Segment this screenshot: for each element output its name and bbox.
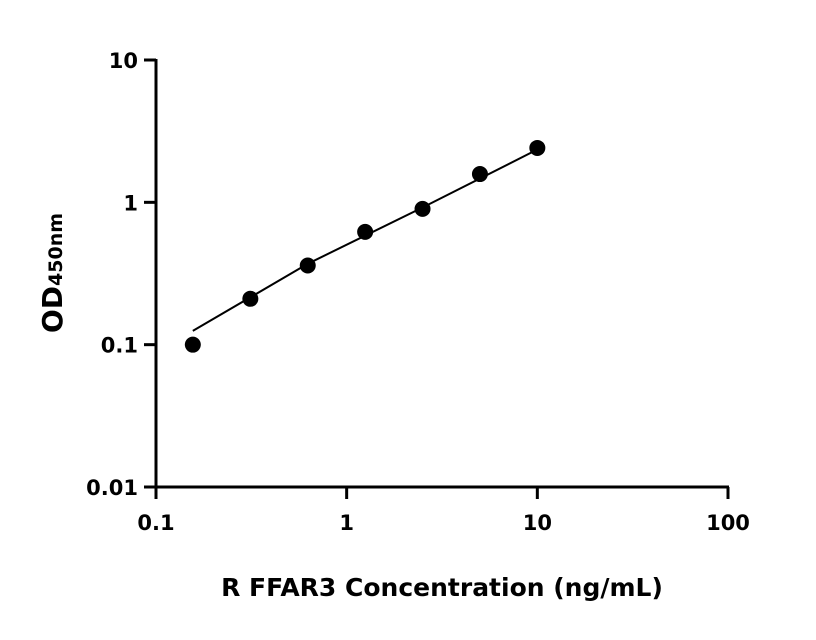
- data-point: [242, 290, 259, 307]
- x-tick-label: 0.1: [137, 511, 174, 535]
- x-tick-label: 100: [706, 511, 750, 535]
- y-tick-label: 1: [123, 191, 138, 215]
- y-tick-label: 0.1: [101, 334, 138, 358]
- y-axis-label-sub: 450nm: [45, 213, 67, 286]
- data-point: [529, 139, 546, 156]
- y-tick-label: 0.01: [86, 476, 138, 500]
- data-point: [471, 166, 488, 183]
- x-tick-label: 1: [339, 511, 354, 535]
- x-tick-label: 10: [523, 511, 552, 535]
- y-axis-label-main: OD: [36, 286, 69, 333]
- data-point: [357, 223, 374, 240]
- data-point: [184, 336, 201, 353]
- data-point: [299, 257, 316, 274]
- y-axis-label: OD450nm: [36, 213, 69, 333]
- y-tick-label: 10: [109, 49, 138, 73]
- data-point: [414, 200, 431, 217]
- x-axis-label: R FFAR3 Concentration (ng/mL): [221, 573, 663, 602]
